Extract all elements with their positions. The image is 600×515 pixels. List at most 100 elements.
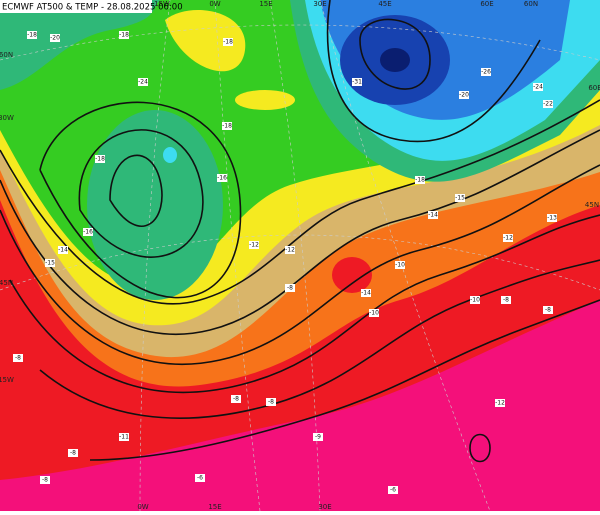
- temp-label: -14: [428, 212, 438, 219]
- temp-label-box: [388, 486, 398, 494]
- temp-label: -8: [268, 399, 274, 406]
- grid-label: 15W: [154, 0, 170, 8]
- temp-label-box: [138, 78, 148, 86]
- temp-label-box: [285, 246, 295, 254]
- temp-label: -12: [495, 400, 505, 407]
- temp-label-box: [222, 122, 232, 130]
- temp-label-box: [195, 474, 205, 482]
- map-title: ECMWF AT500 & TEMP - 28.08.2025 06:00: [2, 3, 183, 13]
- grid-label: 60N: [524, 0, 538, 8]
- temp-label-box: [313, 433, 323, 441]
- temp-label: -31: [352, 79, 362, 86]
- temp-label-box: [217, 174, 227, 182]
- temp-label: -10: [470, 297, 480, 304]
- temp-label: -18: [119, 32, 129, 39]
- temp-label-box: [415, 176, 425, 184]
- temp-label-box: [547, 214, 557, 222]
- temp-label: -12: [503, 235, 513, 242]
- temp-label: -15: [455, 195, 465, 202]
- temp-label: -26: [481, 69, 491, 76]
- temp-label: -10: [395, 262, 405, 269]
- temp-label-box: [533, 83, 543, 91]
- grid-label: 30E: [318, 503, 331, 511]
- temp-label: -15: [45, 260, 55, 267]
- temp-label: -8: [503, 297, 509, 304]
- temp-label-box: [543, 100, 553, 108]
- temp-label-box: [361, 289, 371, 297]
- temp-label-box: [13, 354, 23, 362]
- temp-label: -8: [545, 307, 551, 314]
- temp-label-box: [119, 31, 129, 39]
- grid-label: 60E: [588, 84, 600, 92]
- temp-label-box: [249, 241, 259, 249]
- temp-label: -18: [415, 177, 425, 184]
- temp-label: -8: [42, 477, 48, 484]
- grid-label: 0W: [209, 0, 220, 8]
- grid-label: 60E: [480, 0, 493, 8]
- temp-label: -13: [547, 215, 557, 222]
- temp-label-box: [27, 31, 37, 39]
- grid-label: 15E: [208, 503, 221, 511]
- temp-label-box: [285, 284, 295, 292]
- temp-label: -8: [70, 450, 76, 457]
- geopotential-contours: [0, 0, 600, 463]
- grid-label: 45E: [378, 0, 391, 8]
- temp-label-box: [543, 306, 553, 314]
- temp-label: -22: [543, 101, 553, 108]
- temp-label-box: [223, 38, 233, 46]
- temp-label: -14: [361, 290, 371, 297]
- temp-label: -8: [233, 396, 239, 403]
- temp-label: -10: [369, 310, 379, 317]
- temp-label: -12: [285, 247, 295, 254]
- temp-label-box: [50, 34, 60, 42]
- temp-label: -14: [58, 247, 68, 254]
- temp-label-box: [455, 194, 465, 202]
- temp-label-box: [503, 234, 513, 242]
- temp-label-box: [45, 259, 55, 267]
- grid-label: 0W: [137, 503, 148, 511]
- temp-label: -18: [27, 32, 37, 39]
- temp-label-box: [95, 155, 105, 163]
- grid-label: 45N: [0, 279, 13, 287]
- temp-label: -6: [390, 487, 396, 494]
- temp-label-box: [58, 246, 68, 254]
- temp-label-box: [501, 296, 511, 304]
- temp-label-box: [231, 395, 241, 403]
- temp-label: -16: [217, 175, 227, 182]
- temp-label: -18: [223, 39, 233, 46]
- temp-label: -20: [50, 35, 60, 42]
- temp-label-box: [395, 261, 405, 269]
- temp-label-box: [481, 68, 491, 76]
- temp-label-box: [68, 449, 78, 457]
- temp-label-box: [459, 91, 469, 99]
- temp-label-box: [83, 228, 93, 236]
- temp-label: -11: [119, 434, 129, 441]
- temp-label-box: [470, 296, 480, 304]
- temp-label: -18: [222, 123, 232, 130]
- temp-label-box: [352, 78, 362, 86]
- grid-label: 30W: [0, 114, 14, 122]
- temp-label-box: [119, 433, 129, 441]
- grid-label: 45N: [585, 201, 599, 209]
- temp-label: -6: [197, 475, 203, 482]
- grid-label: 15E: [259, 0, 272, 8]
- temp-label: -20: [459, 92, 469, 99]
- grid-label: 60N: [0, 51, 13, 59]
- title-box: [0, 0, 152, 13]
- temp-label: -9: [315, 434, 321, 441]
- temp-label: -8: [287, 285, 293, 292]
- temp-label-box: [495, 399, 505, 407]
- temp-label: -16: [83, 229, 93, 236]
- grid-label: 15W: [0, 376, 14, 384]
- temp-label: -24: [138, 79, 148, 86]
- temp-label-box: [369, 309, 379, 317]
- temp-label-box: [266, 398, 276, 406]
- temp-label-box: [428, 211, 438, 219]
- temp-label: -24: [533, 84, 543, 91]
- temp-label: -18: [95, 156, 105, 163]
